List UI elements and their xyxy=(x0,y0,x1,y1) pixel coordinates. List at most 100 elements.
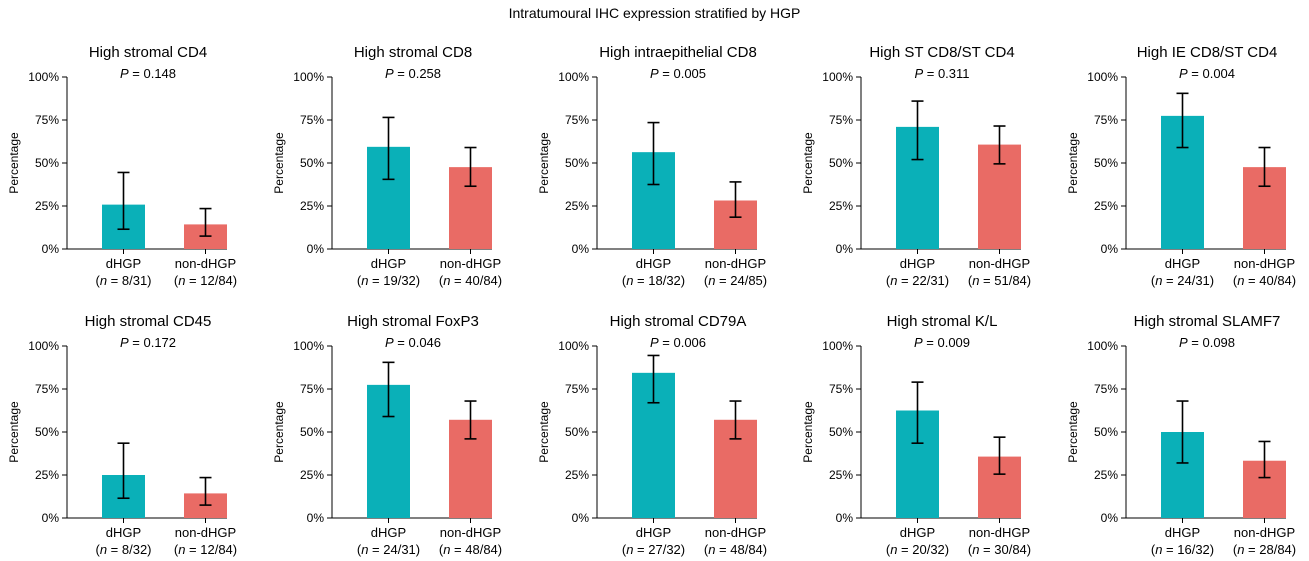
y-tick-label: 25% xyxy=(1094,468,1118,482)
count-part: n xyxy=(972,542,979,557)
count-label: (n = 18/32) xyxy=(622,273,685,288)
count-part: = 22/31) xyxy=(897,273,949,288)
count-part: = 24/31) xyxy=(1162,273,1214,288)
y-axis-label: Percentage xyxy=(537,132,551,194)
count-part: = 24/85) xyxy=(715,273,767,288)
y-tick-label: 100% xyxy=(28,339,59,353)
p-value: = 0.009 xyxy=(923,335,970,350)
count-part: ( xyxy=(968,273,973,288)
p-symbol: P xyxy=(385,66,394,81)
y-tick-label: 50% xyxy=(565,156,589,170)
y-tick-label: 100% xyxy=(558,339,589,353)
count-part: ( xyxy=(886,542,891,557)
p-value-label: P = 0.046 xyxy=(385,335,441,350)
count-part: n xyxy=(178,273,185,288)
count-part: = 19/32) xyxy=(368,273,420,288)
count-part: n xyxy=(626,273,633,288)
y-tick-label: 75% xyxy=(829,113,853,127)
p-value: = 0.098 xyxy=(1188,335,1235,350)
y-axis-label: Percentage xyxy=(7,132,21,194)
y-tick-label: 0% xyxy=(572,511,590,525)
p-symbol: P xyxy=(914,66,923,81)
count-part: = 40/84) xyxy=(1244,273,1296,288)
count-label: (n = 28/84) xyxy=(1233,542,1296,557)
category-label: dHGP xyxy=(106,525,141,540)
category-label: dHGP xyxy=(1165,256,1200,271)
y-axis-label: Percentage xyxy=(537,401,551,463)
y-axis-label: Percentage xyxy=(1066,401,1080,463)
category-label: dHGP xyxy=(900,525,935,540)
p-value-label: P = 0.172 xyxy=(120,335,176,350)
y-tick-label: 75% xyxy=(35,113,59,127)
y-axis-label: Percentage xyxy=(272,132,286,194)
count-part: ( xyxy=(174,273,179,288)
y-tick-label: 50% xyxy=(829,425,853,439)
count-label: (n = 40/84) xyxy=(439,273,502,288)
category-label: non-dHGP xyxy=(175,256,236,271)
y-tick-label: 75% xyxy=(35,382,59,396)
p-symbol: P xyxy=(120,66,129,81)
category-label: non-dHGP xyxy=(705,525,766,540)
count-part: n xyxy=(708,273,715,288)
count-part: = 16/32) xyxy=(1162,542,1214,557)
count-label: (n = 40/84) xyxy=(1233,273,1296,288)
p-value-label: P = 0.148 xyxy=(120,66,176,81)
count-part: ( xyxy=(439,273,444,288)
category-label: non-dHGP xyxy=(175,525,236,540)
p-value: = 0.004 xyxy=(1188,66,1235,81)
count-part: = 8/32) xyxy=(107,542,151,557)
count-part: n xyxy=(626,542,633,557)
count-label: (n = 20/32) xyxy=(886,542,949,557)
y-tick-label: 75% xyxy=(300,382,324,396)
p-symbol: P xyxy=(385,335,394,350)
y-tick-label: 25% xyxy=(829,199,853,213)
y-tick-label: 0% xyxy=(42,511,60,525)
category-label: non-dHGP xyxy=(440,525,501,540)
count-part: n xyxy=(890,542,897,557)
count-part: n xyxy=(972,273,979,288)
count-label: (n = 30/84) xyxy=(968,542,1031,557)
p-value-label: P = 0.004 xyxy=(1179,66,1235,81)
y-tick-label: 25% xyxy=(35,199,59,213)
count-label: (n = 12/84) xyxy=(174,542,237,557)
count-part: n xyxy=(100,542,107,557)
count-label: (n = 16/32) xyxy=(1151,542,1214,557)
count-part: ( xyxy=(622,542,627,557)
count-part: = 30/84) xyxy=(979,542,1031,557)
panel-title: High stromal SLAMF7 xyxy=(1134,313,1281,330)
count-label: (n = 24/31) xyxy=(1151,273,1214,288)
count-part: ( xyxy=(622,273,627,288)
count-part: n xyxy=(361,542,368,557)
panel-title: High stromal CD4 xyxy=(89,44,207,61)
category-label: dHGP xyxy=(371,256,406,271)
count-label: (n = 48/84) xyxy=(439,542,502,557)
p-value: = 0.046 xyxy=(394,335,441,350)
category-label: dHGP xyxy=(900,256,935,271)
y-tick-label: 25% xyxy=(300,468,324,482)
y-tick-label: 100% xyxy=(822,70,853,84)
p-value: = 0.005 xyxy=(659,66,706,81)
y-tick-label: 0% xyxy=(836,511,854,525)
p-value: = 0.258 xyxy=(394,66,441,81)
category-label: non-dHGP xyxy=(1234,525,1295,540)
count-part: = 12/84) xyxy=(185,273,237,288)
category-label: non-dHGP xyxy=(969,525,1030,540)
p-value-label: P = 0.258 xyxy=(385,66,441,81)
count-part: = 51/84) xyxy=(979,273,1031,288)
category-label: dHGP xyxy=(1165,525,1200,540)
count-part: ( xyxy=(357,273,362,288)
count-label: (n = 8/32) xyxy=(95,542,151,557)
count-label: (n = 19/32) xyxy=(357,273,420,288)
y-tick-label: 75% xyxy=(565,382,589,396)
y-tick-label: 50% xyxy=(35,425,59,439)
count-part: ( xyxy=(1233,542,1238,557)
p-value-label: P = 0.098 xyxy=(1179,335,1235,350)
count-label: (n = 24/31) xyxy=(357,542,420,557)
count-part: n xyxy=(890,273,897,288)
count-label: (n = 48/84) xyxy=(704,542,767,557)
count-part: ( xyxy=(704,542,709,557)
y-tick-label: 100% xyxy=(558,70,589,84)
y-tick-label: 0% xyxy=(307,242,325,256)
p-value-label: P = 0.009 xyxy=(914,335,970,350)
count-part: n xyxy=(361,273,368,288)
